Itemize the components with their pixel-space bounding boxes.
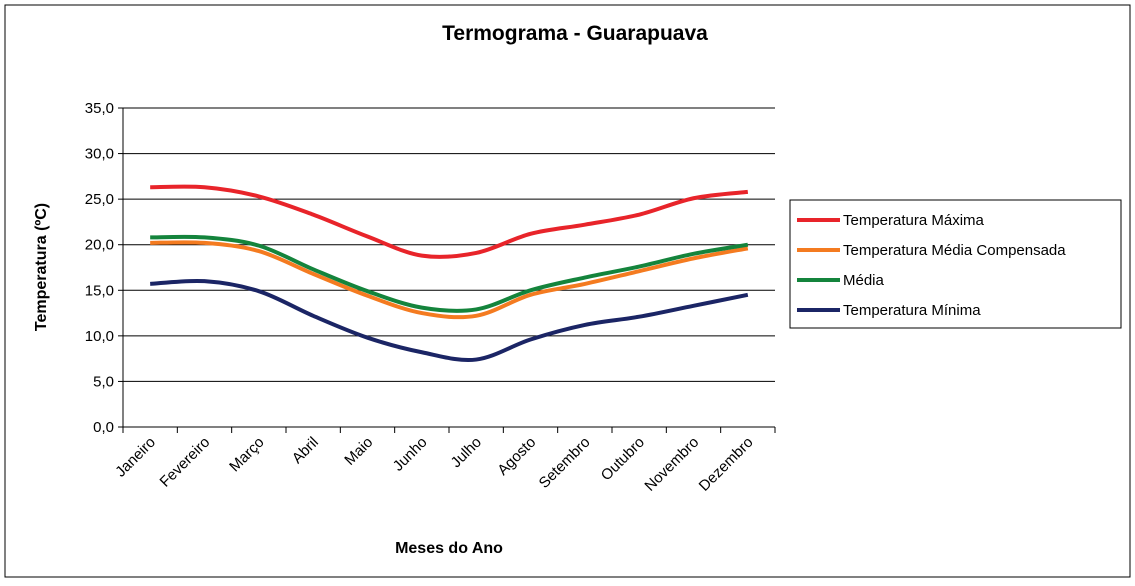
y-axis-title: Temperatura (ºC) <box>33 203 50 331</box>
y-tick-label: 25,0 <box>85 191 114 208</box>
series-line <box>150 240 749 320</box>
series-line <box>150 278 749 363</box>
y-tick-label: 20,0 <box>85 237 114 254</box>
y-tick-label: 10,0 <box>85 328 114 345</box>
legend-label: Temperatura Mínima <box>843 302 981 319</box>
series-line <box>150 184 749 259</box>
y-tick-label: 30,0 <box>85 146 114 163</box>
y-tick-label: 0,0 <box>93 419 114 436</box>
legend-label: Temperatura Máxima <box>843 212 985 229</box>
y-tick-label: 5,0 <box>93 373 114 390</box>
legend-label: Temperatura Média Compensada <box>843 242 1066 259</box>
legend-label: Média <box>843 272 885 289</box>
x-axis-title: Meses do Ano <box>395 540 503 557</box>
series-line <box>150 234 749 313</box>
y-tick-label: 35,0 <box>85 100 114 117</box>
y-tick-label: 15,0 <box>85 282 114 299</box>
legend-box <box>789 199 1122 329</box>
chart-title: Termograma - Guarapuava <box>442 22 708 45</box>
